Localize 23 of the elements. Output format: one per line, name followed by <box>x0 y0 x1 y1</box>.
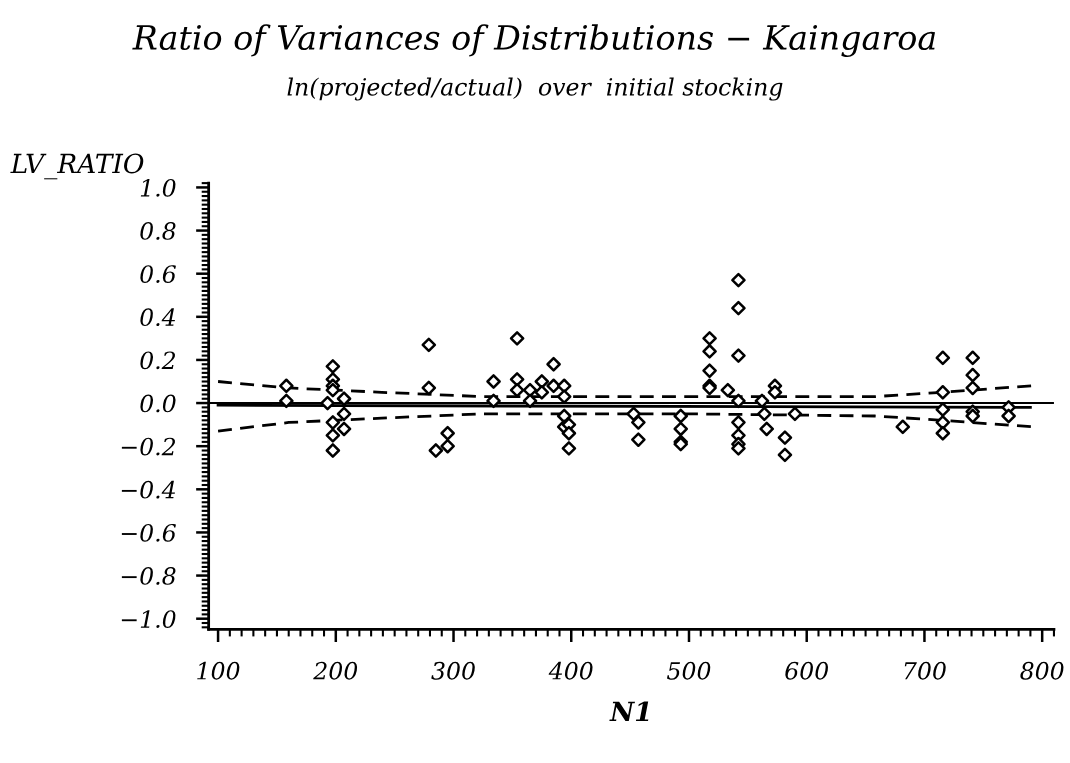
chart-title: Ratio of Variances of Distributions − Kaingaroa <box>132 24 936 57</box>
x-tick-label: 300 <box>431 661 475 680</box>
y-tick-label: 0.2 <box>140 351 176 370</box>
y-tick-label: −0.2 <box>121 437 176 456</box>
x-tick-label: 800 <box>1020 661 1064 680</box>
y-tick-label: 0.4 <box>140 308 175 327</box>
x-tick-label: 600 <box>785 661 829 680</box>
y-tick-label: −0.8 <box>121 567 176 585</box>
y-axis-title: LV_RATIO <box>10 153 144 180</box>
x-tick-label: 500 <box>666 661 711 680</box>
y-tick-label: −0.4 <box>121 480 175 499</box>
x-axis-title: N1 <box>609 701 649 721</box>
y-tick-label: −0.6 <box>121 523 176 542</box>
y-tick-label: 0.8 <box>140 222 176 240</box>
y-tick-label: −1.0 <box>121 610 176 628</box>
y-tick-label: 0.6 <box>140 265 176 283</box>
x-tick-label: 700 <box>904 661 946 680</box>
x-tick-label: 200 <box>313 661 358 680</box>
y-tick-label: 1.0 <box>140 178 176 197</box>
x-tick-label: 100 <box>197 661 240 680</box>
chart-subtitle: ln(projected/actual) over initial stocking <box>287 77 783 101</box>
x-tick-label: 400 <box>548 661 593 680</box>
y-tick-label: 0.0 <box>140 394 176 413</box>
